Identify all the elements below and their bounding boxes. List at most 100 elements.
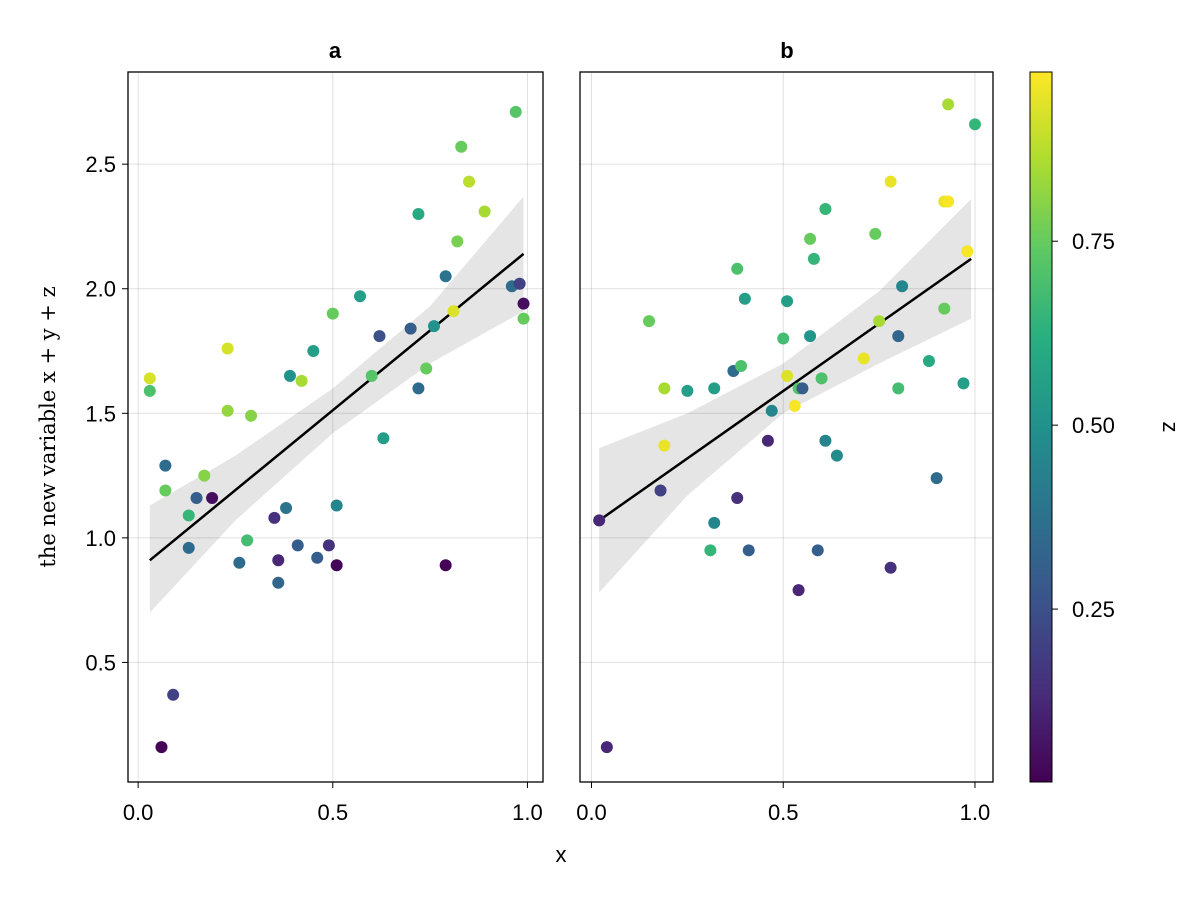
data-point [735,359,748,372]
data-point [280,501,293,514]
data-point [781,295,794,308]
data-point [182,509,195,522]
data-point [198,469,211,482]
data-point [311,551,324,564]
data-point [182,541,195,554]
data-point [938,302,951,315]
data-point [792,584,805,597]
data-point [283,369,296,382]
data-point [957,377,970,390]
data-point [869,227,882,240]
panel-b-title: b [780,38,793,63]
colorbar-axis: 0.25 0.50 0.75 [1029,71,1115,783]
x-tick-label: 0.5 [317,800,348,825]
data-point [439,559,452,572]
data-point [892,330,905,343]
data-point [478,205,491,218]
x-tick-label: 1.0 [960,800,991,825]
data-point [221,342,234,355]
y-tick-label: 2.5 [85,152,116,177]
data-point [295,374,308,387]
data-point [796,382,809,395]
data-point [377,432,390,445]
data-point [804,330,817,343]
x-tick-label: 0.0 [576,800,607,825]
data-point [781,369,794,382]
data-point [159,484,172,497]
data-point [233,556,246,569]
confidence-band [599,199,972,593]
data-point [922,354,935,367]
data-point [241,534,254,547]
data-point [819,203,832,216]
colorbar-tick-label: 0.75 [1072,229,1115,254]
data-point [654,484,667,497]
data-point [942,98,955,111]
data-point [761,434,774,447]
data-point [873,315,886,328]
data-point [322,539,335,552]
data-point [930,472,943,485]
data-point [143,372,156,385]
data-point [272,554,285,567]
data-point [365,369,378,382]
data-point [509,105,522,118]
data-point [658,439,671,452]
data-point [942,195,955,208]
data-point [221,404,234,417]
confidence-band [149,196,524,613]
data-point [354,290,367,303]
colorbar-frame [1029,71,1053,783]
data-point [143,384,156,397]
data-point [404,322,417,335]
colorbar-tick-label: 0.50 [1072,413,1115,438]
data-point [731,262,744,275]
y-tick-label: 1.0 [85,526,116,551]
plot-frame [127,71,544,783]
data-point [245,409,258,422]
data-point [658,382,671,395]
data-point [513,277,526,290]
data-point [517,312,530,325]
data-point [451,235,464,248]
data-point [857,352,870,365]
x-tick-label: 1.0 [512,800,543,825]
data-point [884,561,897,574]
data-point [439,270,452,283]
data-point [600,741,613,754]
colorbar-label: z [1158,422,1183,433]
data-point [155,741,168,754]
data-point [819,434,832,447]
x-tick-label: 0.0 [123,800,154,825]
data-point [412,382,425,395]
data-point [807,252,820,265]
data-point [330,499,343,512]
data-point [190,492,203,504]
colorbar [1030,72,1052,782]
data-point [420,362,433,375]
data-point [896,280,909,293]
x-tick-label: 0.5 [768,800,799,825]
panel-a: 0.5 1.0 1.5 2.0 2.5 0.0 0.5 1.0 [85,71,544,825]
plot-frame [579,71,994,783]
data-point [330,559,343,572]
data-point [777,332,790,345]
data-point [811,544,824,557]
data-point [167,688,180,701]
data-point [307,345,320,358]
data-point [291,539,304,552]
data-point [804,232,817,245]
data-point [447,305,460,318]
colorbar-tick-label: 0.25 [1072,597,1115,622]
data-point [742,544,755,557]
x-axis-label: x [556,842,567,867]
data-point [593,514,606,527]
data-point [463,175,476,188]
panel-b: 0.0 0.5 1.0 [576,71,994,825]
data-point [765,404,778,417]
data-point [427,320,440,333]
data-point [681,384,694,397]
data-point [738,292,751,305]
fit-line [149,252,525,562]
